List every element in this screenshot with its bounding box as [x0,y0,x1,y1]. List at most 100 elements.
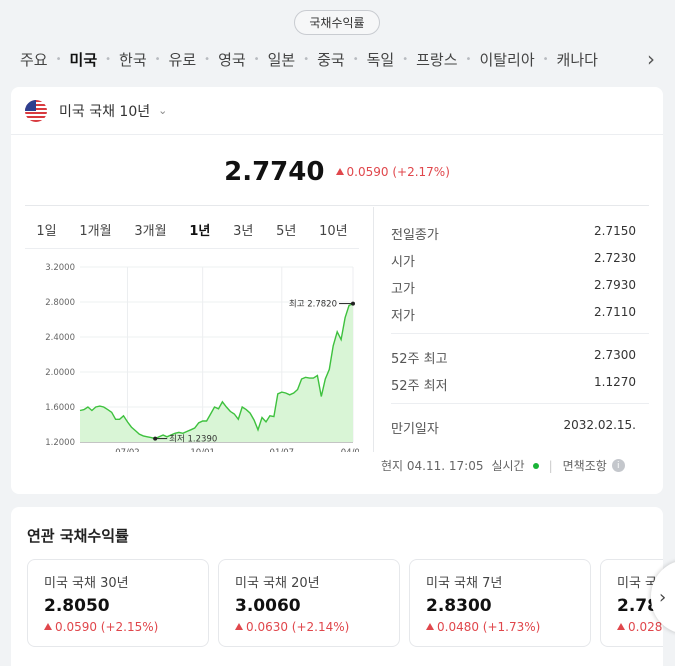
disclaimer-link[interactable]: 면책조항 [562,459,607,473]
related-item[interactable]: 미국 국채 20년 3.0060 0.0630 (+2.14%) [218,559,400,647]
tab-separator: • [352,53,359,65]
chevron-down-icon[interactable]: ⌄ [158,104,168,117]
stat-label: 시가 [391,255,415,270]
us-flag-icon [25,99,47,122]
arrow-up-icon [44,623,52,630]
related-card: 연관 국채수익률 미국 국채 30년 2.8050 0.0590 (+2.15%… [11,507,663,666]
stat-value: 2.7150 [594,224,636,238]
related-change: 0.0480 (+1.73%) [426,620,540,634]
y-tick-label: 1.6000 [45,403,75,413]
related-change-text: 0.0280 [628,620,663,634]
current-price: 2.7740 [224,157,325,187]
chevron-right-icon[interactable]: › [647,47,655,71]
price-change-text: 0.0590 (+2.17%) [346,165,450,179]
tab-separator: • [303,53,310,65]
related-price: 3.0060 [235,596,301,616]
tab-separator: • [204,53,211,65]
arrow-up-icon [235,623,243,630]
tab-country[interactable]: 독일 [366,50,395,69]
tab-separator: • [105,53,112,65]
realtime-label: 실시간 [491,459,525,473]
period-tab[interactable]: 5년 [276,223,297,239]
x-tick-label: 07/02 [115,448,140,452]
stat-value: 2032.02.15. [563,418,636,432]
tab-country[interactable]: 미국 [69,50,98,69]
related-price: 2.8300 [426,596,492,616]
stat-label: 고가 [391,282,415,297]
stat-prev-close: 전일종가 2.7150 [391,224,636,243]
period-tab[interactable]: 1년 [189,223,211,239]
category-badge[interactable]: 국채수익률 [294,10,380,35]
x-tick-label: 10/01 [190,448,215,452]
period-tab[interactable]: 1일 [36,223,57,239]
period-tabs: 1일 1개월 3개월 1년 3년 5년 10년 [25,215,359,243]
separator: | [548,458,553,473]
tab-separator: • [402,53,409,65]
stat-open: 시가 2.7230 [391,251,636,270]
stat-label: 저가 [391,309,415,324]
x-tick-label: 04/01 [341,448,359,452]
tab-country[interactable]: 중국 [317,50,345,69]
related-item[interactable]: 미국 국채 7년 2.8300 0.0480 (+1.73%) [409,559,591,647]
related-item[interactable]: 미국 국채 2.78 0.0280 [600,559,663,647]
bond-card: 미국 국채 10년 ⌄ 2.7740 0.0590 (+2.17%) 1일 1개월… [11,87,663,494]
divider [373,207,374,452]
related-price: 2.8050 [44,596,110,616]
period-tab[interactable]: 3년 [233,223,254,239]
divider [25,248,359,249]
info-icon[interactable]: i [611,459,625,472]
tab-country[interactable]: 한국 [119,50,147,69]
realtime-bar: 현지 04.11. 17:05 실시간 | 면책조항 i [381,457,625,474]
related-item[interactable]: 미국 국채 30년 2.8050 0.0590 (+2.15%) [27,559,209,647]
related-change-text: 0.0590 (+2.15%) [55,620,159,634]
bond-title: 미국 국채 10년 [59,103,151,120]
stat-high: 고가 2.7930 [391,278,636,297]
yield-chart[interactable]: 3.2000 2.8000 2.4000 2.0000 1.6000 1.2000 07/0… [25,252,359,452]
tab-separator: • [55,53,62,65]
y-tick-label: 2.4000 [45,333,75,343]
y-tick-label: 2.8000 [45,298,75,308]
related-title: 연관 국채수익률 [27,527,129,545]
stat-low: 저가 2.7110 [391,305,636,324]
divider [25,205,649,206]
period-tab[interactable]: 10년 [319,223,348,239]
tab-separator: • [253,53,260,65]
stat-value: 2.7230 [594,251,636,265]
stat-52wk-low: 52주 최저 1.1270 [391,375,636,394]
y-tick-label: 3.2000 [45,263,75,273]
tab-country[interactable]: 영국 [218,50,246,69]
y-tick-label: 2.0000 [45,368,75,378]
divider [391,333,649,334]
tab-country[interactable]: 유로 [168,50,197,69]
price-change: 0.0590 (+2.17%) [335,165,450,179]
arrow-up-icon [617,623,625,630]
stat-label: 만기일자 [391,422,439,437]
tab-country[interactable]: 캐나다 [556,50,598,69]
country-tabs: 주요 • 미국 • 한국 • 유로 • 영국 • 일본 • 중국 • 독일 • 프랑스 • 이탈리아 • 캐나다 [0,44,675,74]
stat-value: 2.7300 [594,348,636,362]
arrow-up-icon [426,623,434,630]
tab-country[interactable]: 이탈리아 [479,50,535,69]
bond-header[interactable]: 미국 국채 10년 ⌄ [11,87,663,135]
tab-country[interactable]: 주요 [20,50,48,69]
high-label: 최고 2.7820 [289,299,337,310]
related-change-text: 0.0480 (+1.73%) [437,620,541,634]
related-name: 미국 국채 20년 [235,576,320,591]
price-row: 2.7740 0.0590 (+2.17%) [11,157,663,187]
series-area [80,303,353,442]
realtime-dot-icon [532,462,539,469]
low-point [153,436,158,441]
high-point [351,301,355,306]
tab-separator: • [465,53,472,65]
arrow-up-icon [335,168,344,175]
period-tab[interactable]: 3개월 [134,223,167,239]
x-tick-label: 01/07 [270,448,295,452]
stat-label: 52주 최고 [391,352,448,367]
tab-country[interactable]: 일본 [267,50,296,69]
related-change: 0.0280 [617,620,663,634]
stat-maturity: 만기일자 2032.02.15. [391,418,636,437]
period-tab[interactable]: 1개월 [79,223,112,239]
divider [391,403,649,404]
related-name: 미국 국채 7년 [426,576,503,591]
tab-country[interactable]: 프랑스 [416,50,458,69]
